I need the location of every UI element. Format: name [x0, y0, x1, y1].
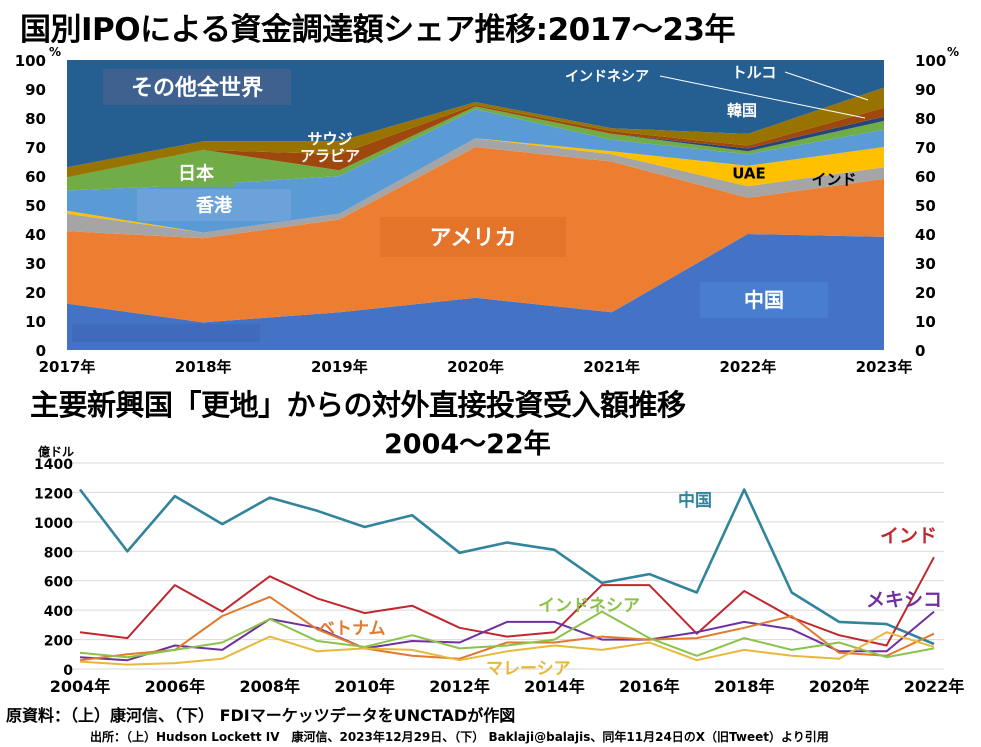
turkey-leader-line: [784, 71, 869, 101]
area-label: UAE: [732, 164, 766, 182]
line-series-3: [79, 595, 935, 662]
area-series-3: [67, 138, 884, 233]
x-tick: 2019年: [311, 358, 368, 376]
y-tick-right: 70: [915, 139, 936, 157]
area-label: アメリカ: [430, 226, 517, 251]
area-label: その他全世界: [131, 75, 263, 101]
area-series-2: [67, 138, 884, 239]
x-tick: 2006年: [145, 677, 206, 696]
y-tick-left: 30: [25, 255, 46, 273]
x-tick: 2023年: [856, 358, 913, 376]
area-label-box: [380, 217, 566, 257]
y-tick-right: 0: [915, 342, 925, 360]
line-series-0: [78, 488, 935, 646]
area-label: インドネシア: [565, 69, 649, 85]
area-label-line: サウジ: [307, 130, 352, 148]
line-label: 中国: [678, 490, 712, 511]
x-tick: 2021年: [583, 358, 640, 376]
y-tick-right: 10: [915, 313, 936, 331]
x-tick: 2012年: [429, 677, 490, 696]
y-tick-right: 90: [915, 81, 936, 99]
area-label: インド: [811, 170, 856, 188]
y-tick: 1400: [34, 457, 73, 473]
y-tick: 600: [44, 575, 73, 591]
area-label-box: [103, 69, 291, 105]
area-label: トルコ: [732, 63, 777, 81]
top-chart-title: 国別IPOによる資金調達額シェア推移:2017～23年: [20, 12, 736, 48]
y-tick-left: 70: [25, 139, 46, 157]
x-tick: 2022年: [719, 358, 776, 376]
line-label: インド: [880, 525, 937, 547]
area-series-5: [67, 106, 884, 191]
y-tick-right: 40: [915, 226, 936, 244]
y-tick-left: 10: [25, 313, 46, 331]
y-tick: 800: [44, 545, 73, 561]
x-tick: 2014年: [524, 677, 585, 696]
line-label: マレーシア: [486, 659, 571, 679]
area-series-0: [67, 234, 884, 350]
line-label: メキシコ: [866, 589, 942, 611]
source-note: 原資料：（上）康河信、（下） FDIマーケッツデータをUNCTADが作図: [6, 706, 516, 725]
bottom-chart-title: 主要新興国「更地」からの対外直接投資受入額推移: [30, 388, 686, 422]
y-tick: 1000: [34, 516, 73, 532]
area-label: 韓国: [727, 101, 757, 119]
y-tick-left: 100: [15, 52, 46, 70]
area-label: 香港: [195, 195, 233, 216]
line-label: インドネシア: [538, 596, 640, 616]
y-tick-left: 60: [25, 168, 46, 186]
x-tick: 2008年: [240, 677, 301, 696]
area-label: 中国: [744, 288, 784, 312]
area-label-box: [157, 158, 235, 188]
x-tick: 2018年: [714, 677, 775, 696]
blank-label-box: [72, 324, 260, 342]
y-tick-right: 80: [915, 110, 936, 128]
y-tick-left: 80: [25, 110, 46, 128]
y-tick-left: 20: [25, 284, 46, 302]
x-tick: 2020年: [809, 677, 870, 696]
area-label-box: [137, 189, 291, 221]
y-tick: 1200: [34, 486, 73, 502]
line-series-1: [79, 556, 935, 647]
line-label: ベトナム: [318, 619, 386, 639]
x-tick: 2018年: [175, 358, 232, 376]
x-tick: 2022年: [904, 677, 965, 696]
y-tick-left: 40: [25, 226, 46, 244]
y-axis-unit: 億ドル: [38, 444, 74, 459]
share-area-chart: 0 0 10 10 20 20 30 30 40 40 50 50 60 60 70 70 80 80 90 90 10…: [15, 45, 959, 376]
x-tick: 2017年: [39, 358, 96, 376]
area-label: サウジアラビア: [300, 130, 360, 165]
x-tick: 2004年: [50, 677, 111, 696]
y-tick-left: 90: [25, 81, 46, 99]
y-tick-right: 100: [915, 52, 946, 70]
y-tick-left: 50: [25, 197, 46, 215]
x-tick: 2016年: [619, 677, 680, 696]
y-tick-right: 30: [915, 255, 936, 273]
x-tick: 2010年: [334, 677, 395, 696]
y-tick-left: 0: [36, 342, 46, 360]
area-label-box: [700, 282, 828, 318]
y-tick-right: 50: [915, 197, 936, 215]
area-label: 日本: [178, 162, 214, 184]
line-series-2: [79, 610, 935, 662]
indonesia-leader-line: [659, 75, 866, 119]
y-unit-left: %: [49, 45, 61, 59]
y-unit-right: %: [947, 45, 959, 59]
y-tick: 200: [44, 634, 73, 650]
y-tick-right: 20: [915, 284, 936, 302]
area-label-line: アラビア: [300, 147, 360, 165]
citation-note: 出所：（上）Hudson Lockett IV 康河信、2023年12月29日、…: [90, 730, 829, 744]
bottom-chart-subtitle: 2004～22年: [384, 429, 551, 460]
y-tick: 400: [44, 604, 73, 620]
x-tick: 2020年: [447, 358, 504, 376]
line-series-4: [79, 610, 935, 659]
y-tick: 0: [63, 663, 73, 679]
y-tick-right: 60: [915, 168, 936, 186]
area-series-7: [67, 104, 884, 178]
line-series-5: [79, 631, 935, 666]
